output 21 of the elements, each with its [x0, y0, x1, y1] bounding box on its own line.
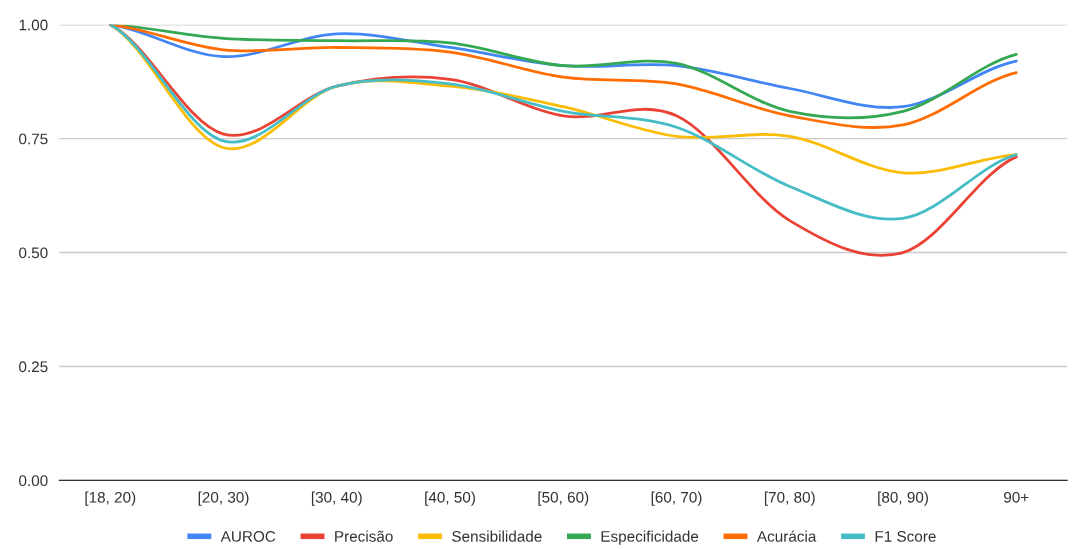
- legend-label: Especificidade: [601, 530, 699, 545]
- line-series: [108, 24, 1018, 221]
- legend-label: F1 Score: [875, 530, 936, 542]
- legend-label: Sensibilidade: [452, 530, 542, 542]
- x-tick-label: [40, 50): [425, 491, 475, 506]
- legend-label: AUROC: [220, 530, 276, 542]
- legend-label: Precisão: [335, 530, 393, 542]
- x-tick-label: [60, 70): [651, 491, 702, 506]
- x-tick-label: [20, 30): [198, 491, 249, 506]
- x-tick-label: [50, 60): [538, 491, 589, 506]
- y-tick-label: 0.50: [19, 247, 48, 259]
- x-tick-label: [80, 90): [878, 491, 928, 506]
- y-tick-label: 0.00: [19, 475, 48, 487]
- y-tick-label: 0.25: [19, 361, 48, 373]
- y-tick-label: 0.75: [19, 133, 48, 145]
- x-tick-label: [30, 40): [311, 491, 362, 506]
- legend-label: Acurácia: [756, 530, 817, 542]
- y-tick-label: 1.00: [19, 19, 48, 31]
- x-tick-label: 90+: [1004, 491, 1029, 503]
- x-tick-label: [18, 20): [85, 491, 136, 506]
- x-tick-label: [70, 80): [764, 491, 815, 506]
